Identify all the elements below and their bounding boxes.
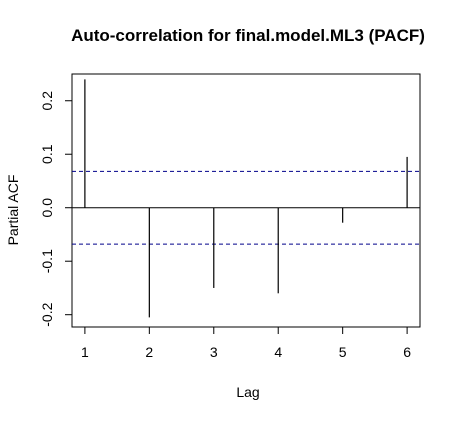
y-tick-label-2: 0.0 (39, 198, 55, 218)
plot-area: 1 2 3 4 5 6 -0.2 -0.1 0.0 0.1 0.2 (39, 73, 421, 360)
x-tick-label-5: 5 (339, 344, 347, 360)
plot-frame (71, 73, 421, 328)
x-axis-label: Lag (236, 384, 259, 400)
x-tick-label-6: 6 (403, 344, 411, 360)
x-tick-label-2: 2 (145, 344, 153, 360)
y-tick-label-1: -0.1 (39, 249, 55, 273)
x-tick-label-1: 1 (81, 344, 89, 360)
y-tick-label-3: 0.1 (39, 144, 55, 164)
x-tick-label-3: 3 (210, 344, 218, 360)
x-tick-label-4: 4 (274, 344, 282, 360)
chart-title: Auto-correlation for final.model.ML3 (PA… (71, 26, 425, 45)
y-tick-label-0: -0.2 (39, 302, 55, 326)
y-tick-label-4: 0.2 (39, 91, 55, 111)
y-axis-label: Partial ACF (5, 175, 21, 246)
